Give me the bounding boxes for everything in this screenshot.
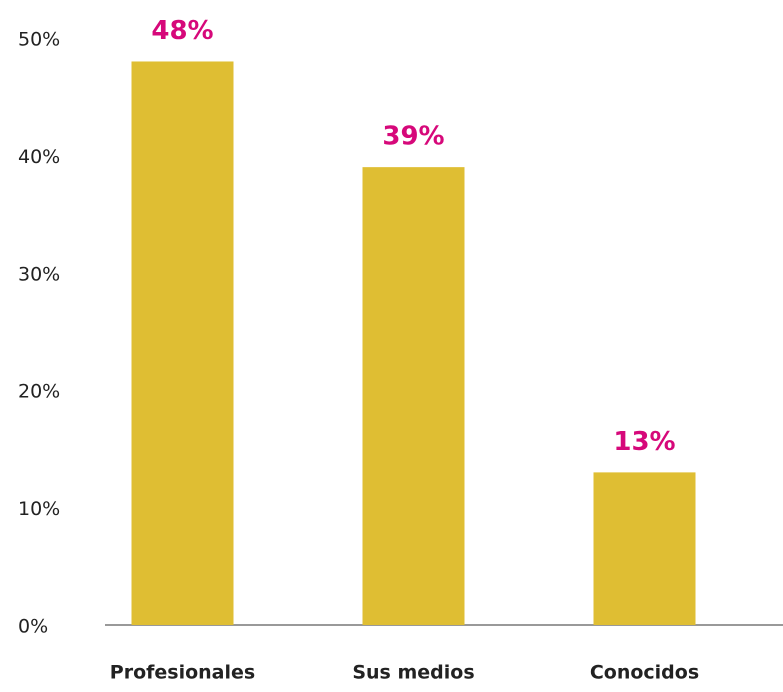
y-tick-label: 50% <box>18 29 60 51</box>
bar <box>593 472 696 625</box>
y-tick-label: 10% <box>18 498 60 520</box>
y-tick-label: 30% <box>18 263 60 285</box>
value-label: 13% <box>613 427 675 457</box>
value-label: 48% <box>151 16 213 46</box>
y-tick-label: 40% <box>18 146 60 168</box>
bar <box>131 61 234 626</box>
bar <box>362 167 465 625</box>
y-tick-label: 0% <box>18 616 48 638</box>
x-tick-label: Sus medios <box>352 662 474 684</box>
value-label: 39% <box>382 122 444 152</box>
x-tick-label: Conocidos <box>590 662 699 684</box>
y-tick-label: 20% <box>18 381 60 403</box>
x-tick-label: Profesionales <box>110 662 255 684</box>
